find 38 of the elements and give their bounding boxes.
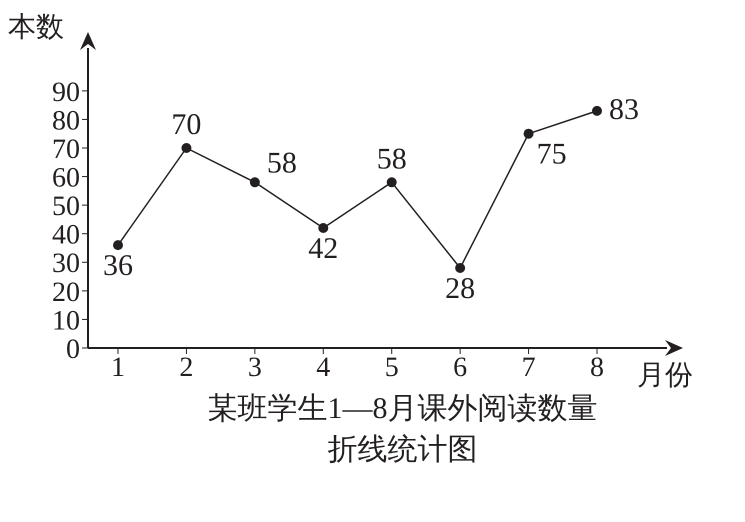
x-tick-label: 2 bbox=[179, 352, 194, 383]
y-tick-label: 90 bbox=[52, 76, 80, 108]
y-tick-label: 30 bbox=[52, 248, 80, 280]
point bbox=[455, 263, 466, 273]
x-tick-label: 5 bbox=[384, 352, 399, 383]
x-tick-label: 6 bbox=[453, 352, 468, 383]
y-tick-label: 10 bbox=[52, 305, 80, 336]
x-tick-label: 7 bbox=[522, 352, 536, 383]
text: 折线统计图 bbox=[326, 432, 478, 468]
x-tick-label: 4 bbox=[316, 352, 330, 383]
y-tick-label: 0 bbox=[66, 334, 80, 365]
y-tick-label: 70 bbox=[52, 134, 80, 165]
data-label: 58 bbox=[376, 142, 407, 176]
data-label: 75 bbox=[536, 138, 567, 171]
data-label: 36 bbox=[103, 249, 133, 282]
y-tick-label: 20 bbox=[52, 276, 80, 308]
y-tick-label: 40 bbox=[52, 220, 80, 251]
x-tick-label: 8 bbox=[590, 352, 604, 383]
x-tick-label: 3 bbox=[248, 352, 262, 383]
y-tick-label: 50 bbox=[52, 191, 80, 222]
x-axis-title: 月份 bbox=[637, 359, 693, 393]
y-tick-label: 80 bbox=[52, 105, 80, 136]
point bbox=[181, 143, 192, 153]
y-tick-label: 60 bbox=[52, 162, 80, 194]
point bbox=[318, 223, 328, 233]
point bbox=[113, 240, 123, 250]
data-label: 70 bbox=[171, 108, 202, 141]
data-label: 42 bbox=[308, 232, 338, 265]
y-axis-title: 本数 bbox=[8, 11, 64, 45]
data-label: 28 bbox=[445, 272, 476, 305]
data-label: 58 bbox=[266, 146, 297, 180]
point bbox=[524, 128, 534, 139]
x-tick-label: 1 bbox=[111, 352, 125, 383]
text: 某班学生1—8月课外阅读数量 bbox=[208, 392, 598, 425]
point bbox=[386, 177, 397, 188]
point bbox=[592, 106, 602, 116]
point bbox=[250, 177, 260, 188]
data-label: 83 bbox=[609, 92, 639, 126]
